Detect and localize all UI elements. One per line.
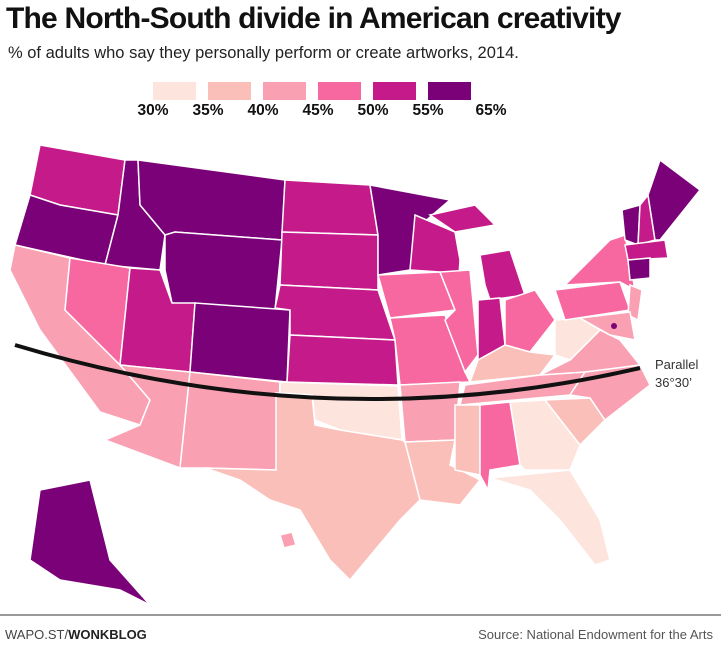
legend-label: 45% <box>302 102 334 119</box>
legend-label: 50% <box>357 102 389 119</box>
legend-label: 35% <box>192 102 224 119</box>
credit-brand: WONKBLOG <box>68 627 147 642</box>
legend-label: 30% <box>137 102 169 119</box>
legend-swatch <box>263 82 306 100</box>
state-fl[interactable] <box>489 469 611 566</box>
state-mt[interactable] <box>137 159 286 241</box>
state-sd[interactable] <box>279 231 379 291</box>
legend-swatch <box>373 82 416 100</box>
state-oh[interactable] <box>504 289 556 353</box>
legend-label: 40% <box>247 102 279 119</box>
legend-swatch <box>153 82 196 100</box>
state-hi[interactable] <box>279 531 297 549</box>
state-ny[interactable] <box>563 234 637 292</box>
state-ne[interactable] <box>274 284 397 341</box>
state-me[interactable] <box>647 158 702 241</box>
state-il[interactable] <box>438 269 479 374</box>
state-ms[interactable] <box>454 404 481 476</box>
state-wy[interactable] <box>164 231 283 311</box>
state-tx[interactable] <box>204 392 421 582</box>
footer-credit[interactable]: WAPO.ST/WONKBLOG <box>5 627 147 642</box>
state-ar[interactable] <box>399 381 461 443</box>
state-nd[interactable] <box>281 179 379 236</box>
chart-subtitle: % of adults who say they personally perf… <box>8 44 519 62</box>
state-mi[interactable] <box>479 249 526 301</box>
state-mi[interactable] <box>428 204 497 233</box>
parallel-annotation: Parallel 36°30’ <box>655 356 698 392</box>
annotation-line2: 36°30’ <box>655 375 693 390</box>
state-vt[interactable] <box>621 203 641 247</box>
state-md[interactable] <box>577 311 636 341</box>
state-nj[interactable] <box>627 283 643 322</box>
annotation-line1: Parallel <box>655 357 699 372</box>
legend-label: 55% <box>412 102 444 119</box>
chart-title: The North-South divide in American creat… <box>6 2 621 35</box>
state-ks[interactable] <box>286 334 399 386</box>
state-ak[interactable] <box>29 479 151 606</box>
parallel-line <box>14 343 641 402</box>
legend-swatch <box>208 82 251 100</box>
legend-swatch <box>318 82 361 100</box>
footer-divider <box>0 614 721 616</box>
state-co[interactable] <box>189 302 291 383</box>
footer-source: Source: National Endowment for the Arts <box>478 627 713 642</box>
dc-marker <box>611 323 617 329</box>
state-ma[interactable] <box>624 239 669 261</box>
legend-label: 65% <box>475 102 507 119</box>
credit-prefix: WAPO.ST/ <box>5 627 69 642</box>
state-ct[interactable] <box>627 257 651 281</box>
legend-swatch <box>428 82 471 100</box>
